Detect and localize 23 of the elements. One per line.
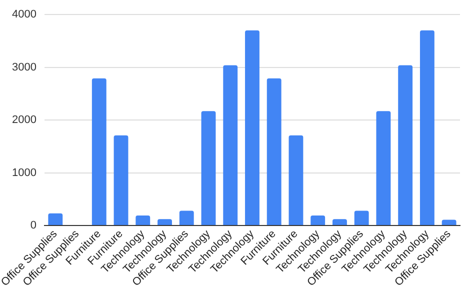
bar [245, 30, 260, 225]
bar [420, 30, 434, 225]
bar [223, 65, 238, 225]
y-tick-label: 0 [30, 220, 36, 232]
y-tick-label: 1000 [12, 166, 36, 179]
bar [114, 135, 128, 225]
bar [158, 219, 172, 225]
bar [179, 210, 194, 225]
bar [288, 135, 304, 225]
bar [376, 111, 391, 225]
y-tick-label: 2000 [12, 114, 36, 126]
bar [136, 215, 150, 225]
bar [332, 219, 347, 225]
bar [442, 220, 456, 225]
bar [354, 210, 369, 225]
y-tick-label: 4000 [12, 8, 36, 21]
bar [92, 78, 106, 225]
y-tick-label: 3000 [12, 61, 36, 74]
bar [398, 65, 413, 225]
bar [48, 213, 63, 225]
bar [310, 215, 326, 225]
bar [201, 111, 216, 225]
bar [266, 78, 282, 225]
